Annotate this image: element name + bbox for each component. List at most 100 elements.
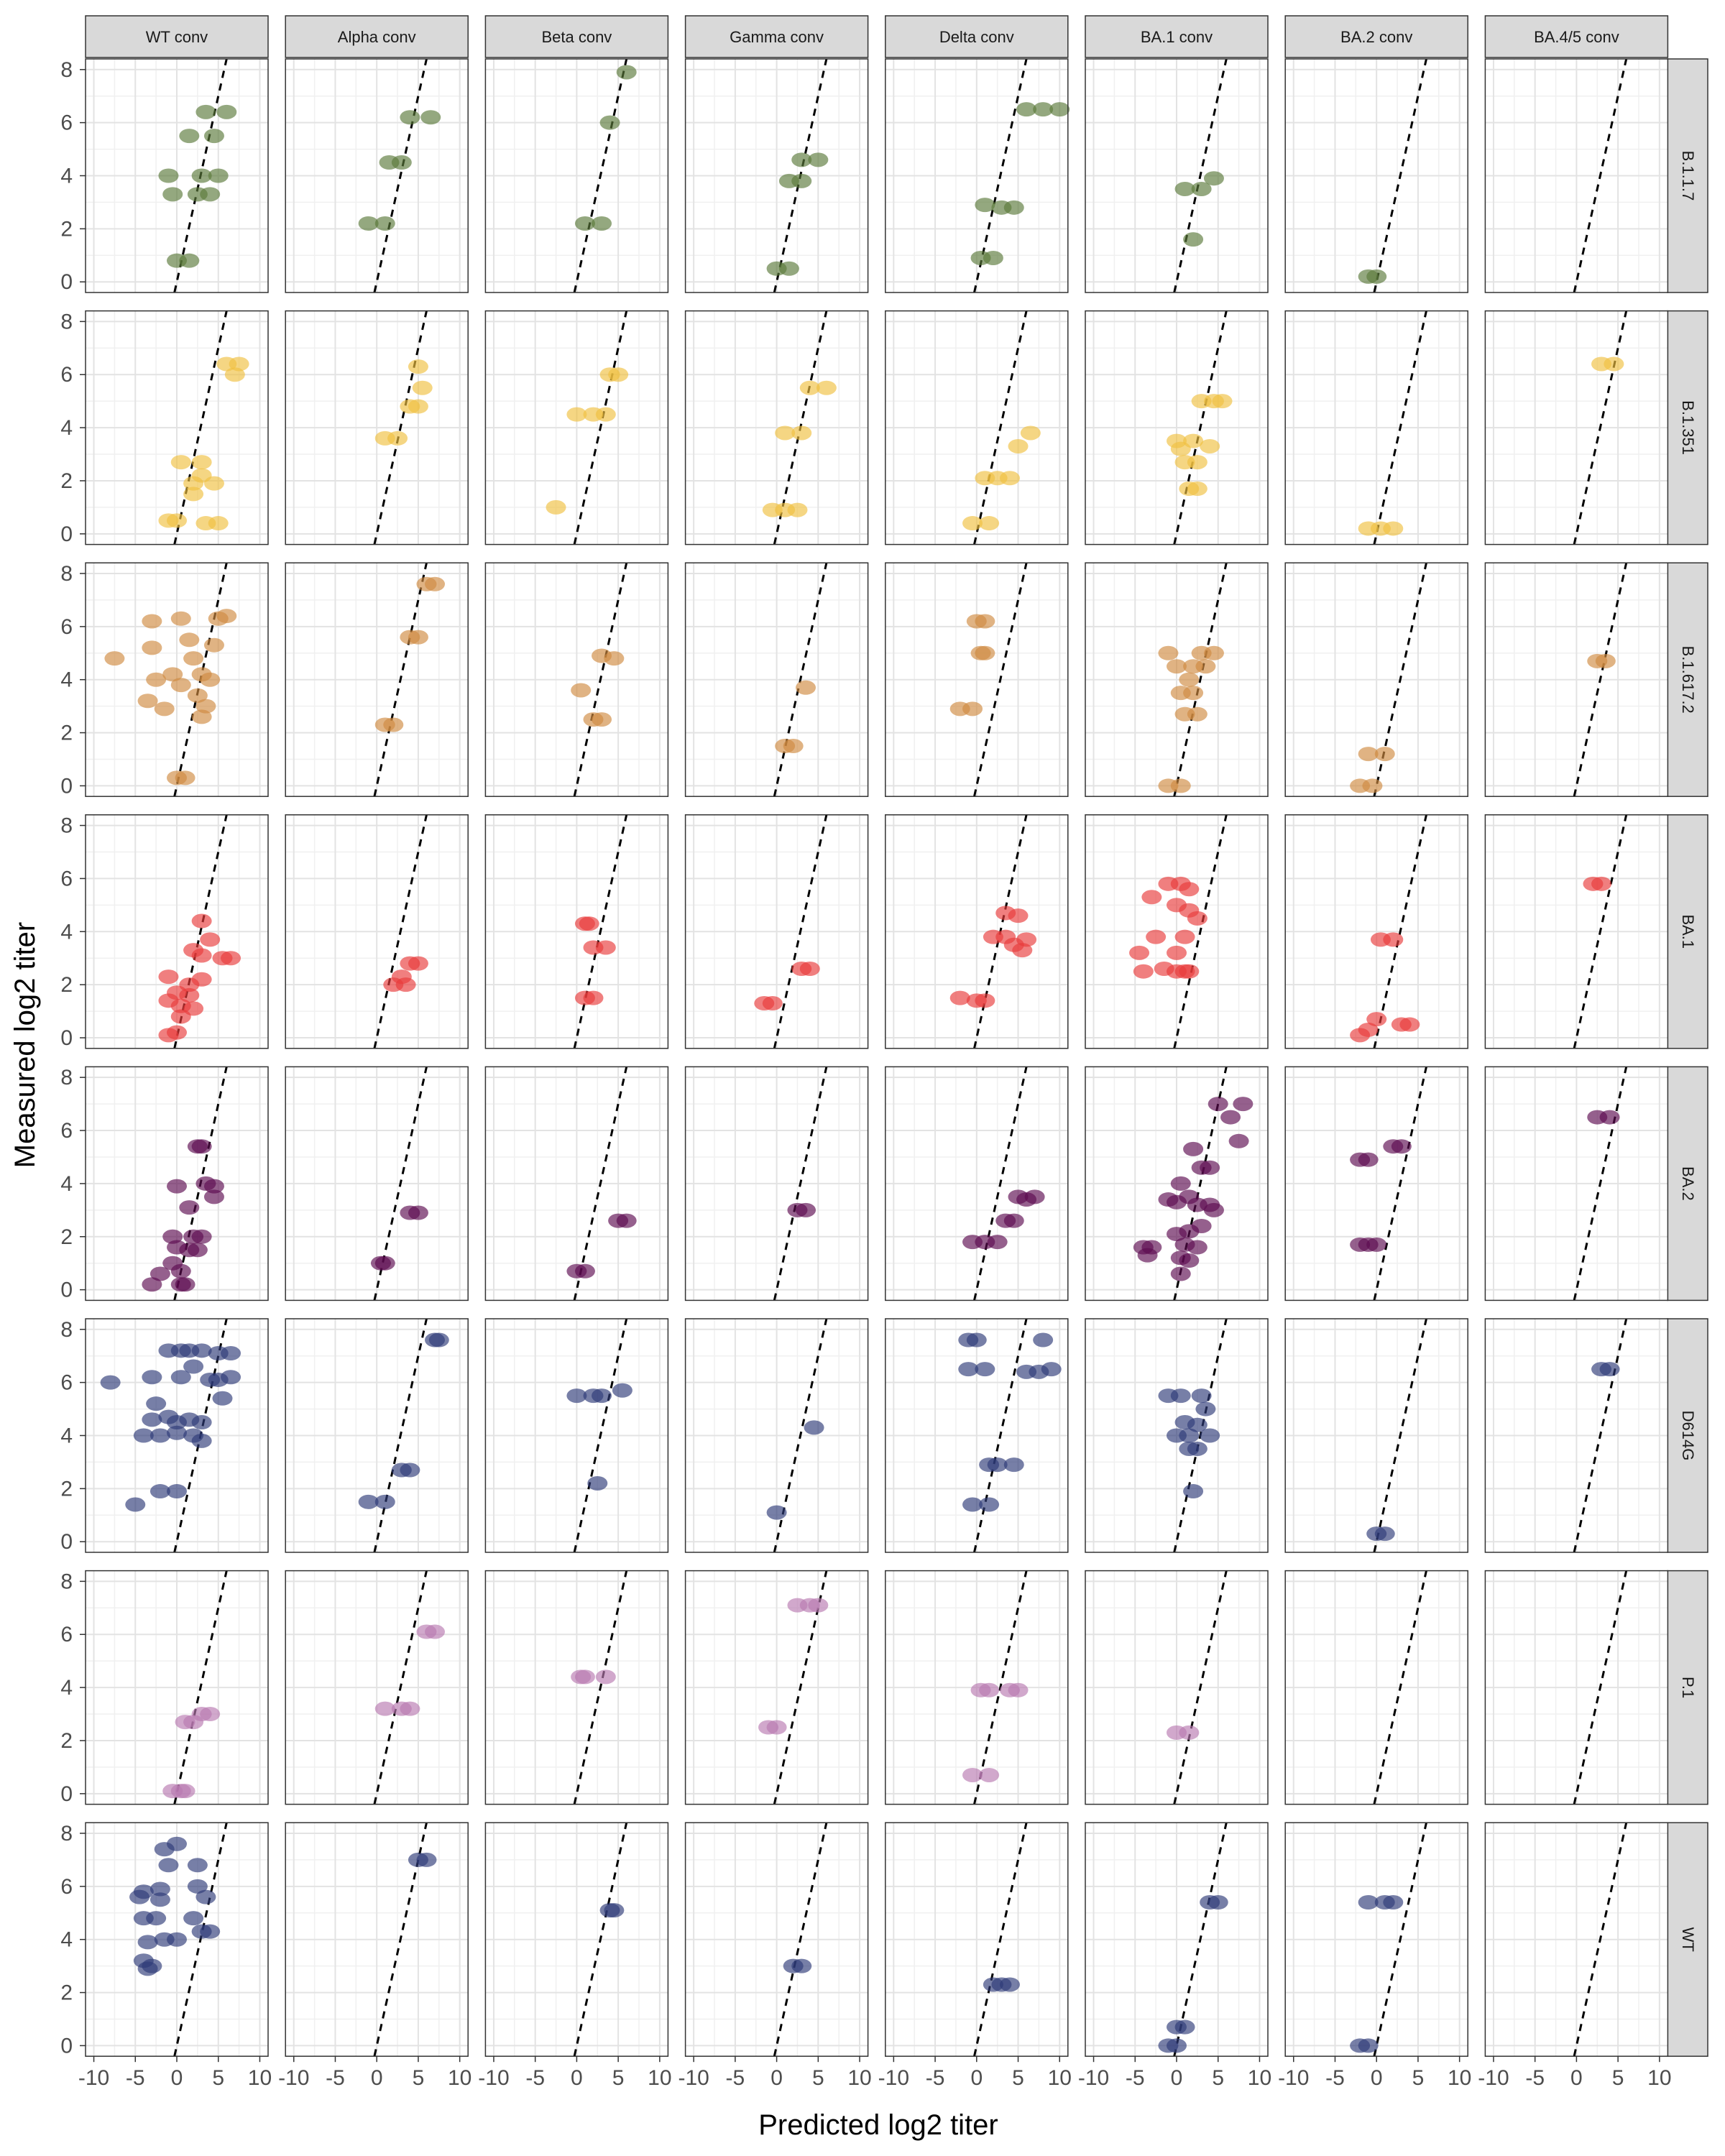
data-point: [154, 1842, 175, 1857]
data-point: [191, 913, 212, 929]
data-point: [608, 367, 629, 382]
x-tick-label: 0: [1371, 2066, 1383, 2090]
data-point: [150, 1428, 170, 1443]
data-point: [1179, 1253, 1200, 1268]
data-point: [1167, 945, 1187, 960]
data-point: [142, 1370, 162, 1385]
data-point: [400, 110, 420, 125]
x-tick-label: -10: [78, 2066, 109, 2090]
data-point: [1383, 1894, 1404, 1909]
column-strip-label: Delta conv: [939, 28, 1014, 46]
row-strip-label: BA.2: [1679, 1166, 1697, 1201]
data-point: [216, 104, 237, 119]
panel-border: [885, 1570, 1069, 1805]
x-tick-label: -10: [878, 2066, 909, 2090]
data-point: [592, 1388, 612, 1404]
data-point: [979, 516, 1000, 531]
data-point: [224, 367, 245, 382]
data-point: [1033, 102, 1054, 117]
data-point: [150, 1266, 170, 1281]
column-strip-label: Gamma conv: [730, 28, 824, 46]
data-point: [1174, 929, 1195, 944]
reference-line: [573, 1570, 628, 1805]
panel-border: [885, 58, 1069, 293]
data-point: [1183, 1141, 1204, 1156]
facet-panel: [1484, 814, 1669, 1049]
reference-line: [573, 562, 628, 797]
data-point: [170, 1009, 191, 1024]
data-point: [1003, 1213, 1024, 1228]
data-point: [142, 1412, 162, 1427]
data-point: [379, 155, 400, 170]
facet-panel: [1085, 814, 1269, 1049]
data-point: [167, 513, 187, 528]
data-point: [203, 476, 224, 491]
data-point: [1170, 441, 1191, 456]
panel-border: [1284, 310, 1468, 545]
data-point: [762, 996, 783, 1011]
data-point: [975, 198, 995, 213]
data-point: [799, 380, 820, 395]
data-point: [137, 1935, 158, 1950]
data-point: [183, 1359, 204, 1374]
reference-line: [773, 562, 828, 797]
x-tick-label: -10: [1478, 2066, 1509, 2090]
data-point: [374, 1701, 395, 1716]
facet-panel: [1484, 1066, 1669, 1302]
x-tick-label: 5: [1412, 2066, 1425, 2090]
data-point: [599, 115, 620, 130]
data-point: [1167, 1227, 1187, 1242]
data-point: [191, 1343, 212, 1358]
data-point: [1604, 356, 1624, 372]
data-point: [1203, 1202, 1224, 1217]
x-tick-label: 5: [1612, 2066, 1624, 2090]
facet-panel: [484, 58, 669, 293]
data-point: [1008, 438, 1029, 453]
reference-line: [573, 1822, 628, 2057]
panel-border: [1484, 1570, 1669, 1805]
panel-border: [684, 1318, 869, 1553]
reference-line: [1173, 1570, 1228, 1805]
panel-border: [85, 58, 269, 293]
y-tick-label: 4: [60, 1676, 73, 1700]
y-tick-label: 0: [60, 1026, 73, 1050]
reference-line: [1573, 1318, 1628, 1553]
data-point: [592, 216, 612, 231]
panel-border: [684, 1570, 869, 1805]
data-point: [175, 770, 196, 786]
panel-border: [85, 814, 269, 1049]
data-point: [150, 1892, 170, 1907]
facet-panel: [1284, 562, 1468, 797]
reference-line: [1173, 310, 1228, 545]
data-point: [571, 683, 592, 698]
panel-border: [684, 58, 869, 293]
row-strip: [1667, 562, 1708, 797]
panel-border: [285, 814, 469, 1049]
facet-panel: [1085, 58, 1269, 293]
y-tick-label: 0: [60, 522, 73, 546]
data-point: [1133, 964, 1154, 979]
data-point: [1167, 2038, 1187, 2053]
y-tick-label: 8: [60, 1066, 73, 1089]
x-tick-label: 10: [1248, 2066, 1271, 2090]
row-strip-label: B.1.351: [1679, 400, 1697, 455]
data-point: [129, 1889, 150, 1904]
data-point: [1183, 1484, 1204, 1499]
y-tick-label: 4: [60, 1928, 73, 1952]
reference-line: [1173, 58, 1228, 293]
data-point: [191, 1139, 212, 1154]
facet-panel: [1085, 310, 1269, 545]
reference-line: [173, 1822, 228, 2057]
reference-line: [573, 814, 628, 1049]
facet-panel: [85, 814, 269, 1049]
x-tick-label: 10: [648, 2066, 671, 2090]
reference-line: [1173, 1822, 1228, 2057]
data-point: [200, 932, 221, 947]
x-tick-label: 5: [212, 2066, 224, 2090]
data-point: [1366, 1237, 1387, 1252]
reference-line: [1573, 58, 1628, 293]
data-point: [1049, 102, 1070, 117]
x-tick-label: 10: [448, 2066, 472, 2090]
data-point: [183, 651, 204, 666]
y-tick-label: 2: [60, 1729, 73, 1753]
